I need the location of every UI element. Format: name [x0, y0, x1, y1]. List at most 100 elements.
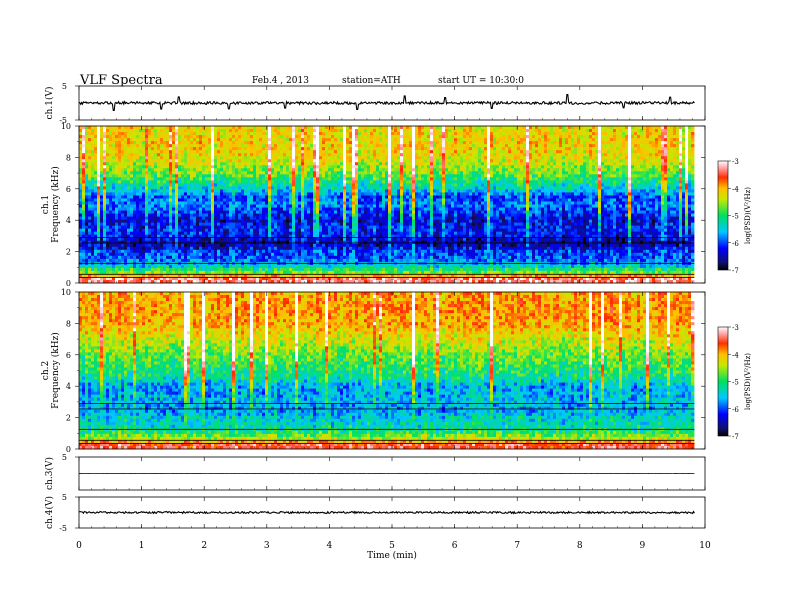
- spectrogram-cell: [202, 147, 205, 150]
- spectrogram-cell: [199, 217, 202, 220]
- spectrogram-cell: [121, 198, 124, 201]
- spectrogram-cell: [277, 214, 280, 217]
- spectrogram-cell: [250, 153, 253, 156]
- spectrogram-cell: [79, 129, 82, 132]
- spectrogram-cell: [316, 168, 319, 171]
- spectrogram-cell: [220, 241, 223, 244]
- spectrogram-cell: [337, 250, 340, 253]
- spectrogram-cell: [199, 250, 202, 253]
- spectrogram-cell: [145, 238, 148, 241]
- spectrogram-cell: [172, 156, 175, 159]
- spectrogram-cell: [289, 271, 292, 274]
- spectrogram-cell: [109, 165, 112, 168]
- spectrogram-cell: [100, 208, 103, 211]
- spectrogram-cell: [277, 217, 280, 220]
- spectrogram-cell: [247, 241, 250, 244]
- spectrogram-cell: [259, 126, 262, 129]
- spectrogram-cell: [184, 201, 187, 204]
- spectrogram-cell: [148, 156, 151, 159]
- spectrogram-cell: [277, 150, 280, 153]
- spectrogram-cell: [136, 174, 139, 177]
- spectrogram-cell: [226, 271, 229, 274]
- spectrogram-cell: [238, 150, 241, 153]
- spectrogram-cell: [130, 195, 133, 198]
- spectrogram-cell: [259, 189, 262, 192]
- spectrogram-cell: [124, 153, 127, 156]
- spectrogram-cell: [109, 138, 112, 141]
- spectrogram-cell: [157, 226, 160, 229]
- spectrogram-cell: [223, 150, 226, 153]
- spectrogram-cell: [124, 211, 127, 214]
- spectrogram-cell: [145, 250, 148, 253]
- spectrogram-cell: [91, 144, 94, 147]
- spectrogram-cell: [289, 156, 292, 159]
- spectrogram-cell: [355, 253, 358, 256]
- spectrogram-cell: [85, 153, 88, 156]
- spectrogram-cell: [154, 268, 157, 271]
- spectrogram-cell: [301, 253, 304, 256]
- spectrogram-cell: [352, 220, 355, 223]
- spectrogram-cell: [79, 247, 82, 250]
- spectrogram-cell: [169, 162, 172, 165]
- spectrogram-cell: [133, 189, 136, 192]
- spectrogram-cell: [340, 217, 343, 220]
- spectrogram-cell: [250, 195, 253, 198]
- spectrogram-cell: [199, 271, 202, 274]
- spectrogram-cell: [100, 205, 103, 208]
- spectrogram-cell: [205, 141, 208, 144]
- spectrogram-cell: [232, 162, 235, 165]
- spectrogram-cell: [196, 162, 199, 165]
- spectrogram-cell: [121, 138, 124, 141]
- spectrogram-cell: [181, 138, 184, 141]
- spectrogram-cell: [325, 183, 328, 186]
- spectrogram-cell: [157, 208, 160, 211]
- spectrogram-cell: [118, 183, 121, 186]
- spectrogram-cell: [190, 244, 193, 247]
- spectrogram-cell: [223, 229, 226, 232]
- spectrogram-cell: [202, 177, 205, 180]
- spectrogram-cell: [178, 232, 181, 235]
- spectrogram-cell: [91, 150, 94, 153]
- spectrogram-cell: [292, 189, 295, 192]
- spectrogram-cell: [115, 126, 118, 129]
- spectrogram-cell: [247, 226, 250, 229]
- spectrogram-cell: [172, 271, 175, 274]
- spectrogram-cell: [202, 226, 205, 229]
- spectrogram-cell: [292, 150, 295, 153]
- spectrogram-cell: [325, 126, 328, 129]
- spectrogram-cell: [151, 241, 154, 244]
- spectrogram-cell: [214, 259, 217, 262]
- spectrogram-cell: [85, 238, 88, 241]
- spectrogram-cell: [109, 198, 112, 201]
- spectrogram-cell: [103, 144, 106, 147]
- spectrogram-cell: [337, 198, 340, 201]
- spectrogram-cell: [355, 138, 358, 141]
- spectrogram-cell: [202, 195, 205, 198]
- spectrogram-cell: [256, 171, 259, 174]
- spectrogram-cell: [346, 159, 349, 162]
- spectrogram-cell: [79, 141, 82, 144]
- spectrogram-cell: [88, 238, 91, 241]
- spectrogram-cell: [247, 183, 250, 186]
- spectrogram-cell: [352, 217, 355, 220]
- spectrogram-cell: [160, 247, 163, 250]
- spectrogram-cell: [79, 256, 82, 259]
- spectrogram-cell: [343, 214, 346, 217]
- spectrogram-cell: [310, 192, 313, 195]
- spectrogram-cell: [196, 198, 199, 201]
- spectrogram-cell: [181, 162, 184, 165]
- spectrogram-cell: [319, 229, 322, 232]
- spectrogram-cell: [352, 223, 355, 226]
- spectrogram-cell: [118, 192, 121, 195]
- spectrogram-cell: [265, 229, 268, 232]
- spectrogram-cell: [82, 268, 85, 271]
- spectrogram-cell: [328, 201, 331, 204]
- spectrogram-cell: [256, 250, 259, 253]
- spectrogram-cell: [109, 265, 112, 268]
- spectrogram-cell: [208, 171, 211, 174]
- spectrogram-cell: [217, 214, 220, 217]
- spectrogram-cell: [202, 198, 205, 201]
- spectrogram-cell: [130, 256, 133, 259]
- spectrogram-cell: [82, 192, 85, 195]
- spectrogram-cell: [358, 214, 361, 217]
